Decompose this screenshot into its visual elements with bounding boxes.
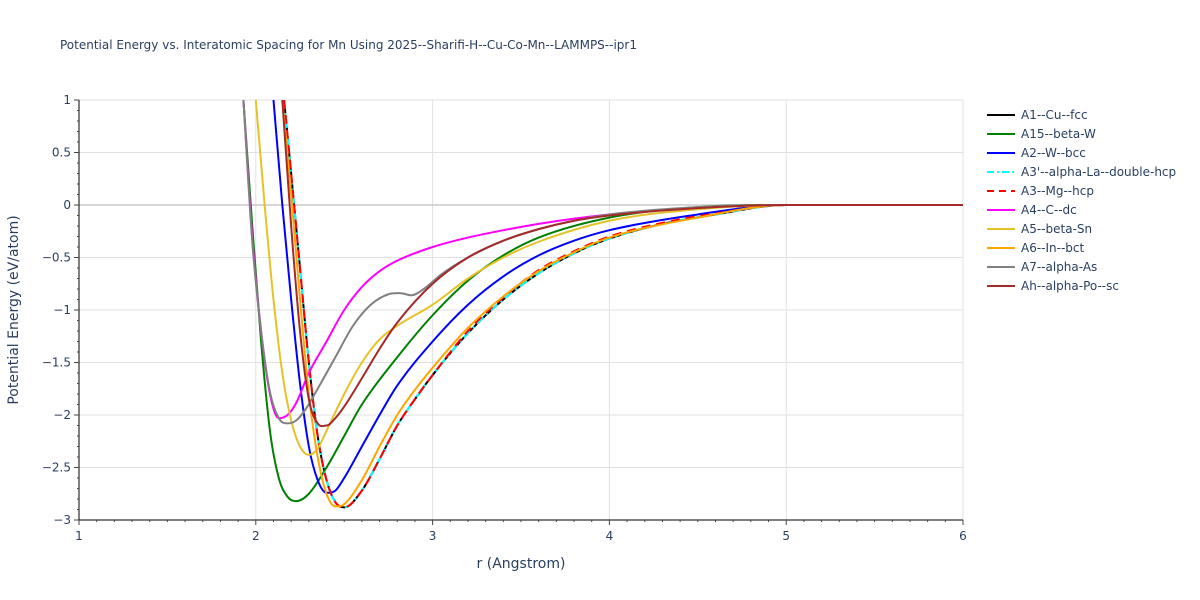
x-tick-label: 4 [606,529,614,543]
y-tick-label: −0.5 [42,251,71,265]
y-tick-label: −2.5 [42,461,71,475]
legend-label: A2--W--bcc [1021,146,1086,160]
series-line [283,100,963,509]
series-line [281,100,963,428]
x-tick-label: 6 [959,529,967,543]
y-tick-label: −3 [53,513,71,527]
legend-item[interactable]: A2--W--bcc [987,146,1086,160]
legend-label: A4--C--dc [1021,203,1077,217]
series-line [283,100,963,509]
tick-labels: 1 2 3 4 5 6 1 0.5 0 −0.5 −1 −1.5 −2 −2.5 −3 [42,93,967,543]
legend-label: A15--beta-W [1021,127,1096,141]
chart-title: Potential Energy vs. Interatomic Spacing… [60,38,637,52]
series-line [281,100,963,508]
y-tick-label: 0.5 [52,146,71,160]
series-line [254,100,963,456]
x-tick-label: 3 [429,529,437,543]
legend-item[interactable]: A7--alpha-As [987,260,1097,274]
legend-item[interactable]: Ah--alpha-Po--sc [987,279,1119,293]
y-tick-label: 0 [63,198,71,212]
series-line [272,100,963,494]
x-tick-label: 1 [75,529,83,543]
legend-label: Ah--alpha-Po--sc [1021,279,1119,293]
legend-item[interactable]: A15--beta-W [987,127,1096,141]
legend-label: A1--Cu--fcc [1021,108,1088,122]
y-axis-title: Potential Energy (eV/atom) [6,215,22,404]
legend-item[interactable]: A3'--alpha-La--double-hcp [987,165,1176,179]
y-tick-label: −2 [53,408,71,422]
series-line [242,100,963,425]
series-line [242,100,963,420]
legend-label: A6--In--bct [1021,241,1085,255]
y-tick-label: −1.5 [42,356,71,370]
legend-item[interactable]: A5--beta-Sn [987,222,1092,236]
legend-label: A3'--alpha-La--double-hcp [1021,165,1176,179]
axes [74,99,964,525]
x-tick-label: 5 [782,529,790,543]
legend-item[interactable]: A6--In--bct [987,241,1085,255]
x-axis-title: r (Angstrom) [477,556,566,572]
x-tick-label: 2 [252,529,260,543]
legend-label: A7--alpha-As [1021,260,1097,274]
legend-item[interactable]: A4--C--dc [987,203,1077,217]
y-tick-label: 1 [63,93,71,107]
legend-item[interactable]: A3--Mg--hcp [987,184,1094,198]
legend-item[interactable]: A1--Cu--fcc [987,108,1088,122]
series-lines [242,100,963,509]
grid [79,99,964,521]
legend[interactable]: A1--Cu--fcc A15--beta-W A2--W--bcc A3'--alp… [987,108,1176,293]
legend-label: A3--Mg--hcp [1021,184,1094,198]
y-tick-label: −1 [53,303,71,317]
legend-label: A5--beta-Sn [1021,222,1092,236]
